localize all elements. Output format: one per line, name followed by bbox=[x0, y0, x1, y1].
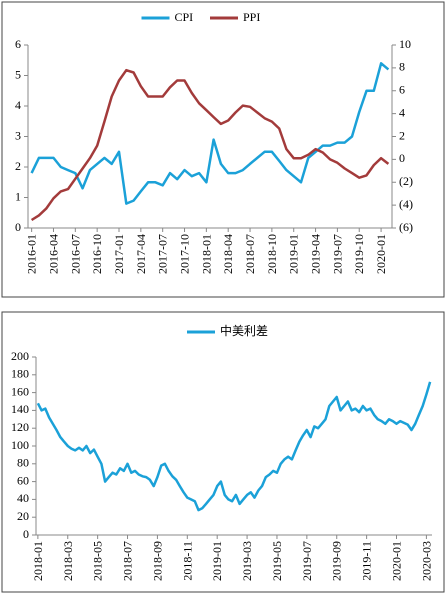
y-tick-label: 2 bbox=[15, 159, 21, 173]
y2-tick-label: 0 bbox=[399, 151, 405, 165]
x-tick-label: 2017-01 bbox=[112, 234, 126, 274]
x-tick-label: 2019-03 bbox=[240, 541, 254, 581]
legend-label: 中美利差 bbox=[220, 323, 268, 338]
y-tick-label: 0 bbox=[23, 527, 29, 541]
x-tick-label: 2019-01 bbox=[210, 541, 224, 581]
x-tick-label: 2019-07 bbox=[300, 541, 314, 581]
x-tick-label: 2016-10 bbox=[90, 234, 104, 274]
y-tick-label: 40 bbox=[17, 491, 29, 505]
panel-frame bbox=[1, 1, 445, 298]
x-tick-label: 2018-03 bbox=[61, 541, 75, 581]
y2-tick-label: (2) bbox=[399, 174, 413, 188]
x-tick-label: 2018-07 bbox=[243, 234, 257, 274]
y2-tick-label: 6 bbox=[399, 83, 405, 97]
y2-tick-label: (6) bbox=[399, 220, 413, 234]
y-tick-label: 80 bbox=[17, 456, 29, 470]
y-tick-label: 160 bbox=[11, 384, 29, 398]
panel-frame bbox=[1, 311, 445, 593]
x-tick-label: 2019-04 bbox=[309, 234, 323, 274]
series-line bbox=[30, 62, 390, 205]
x-tick-label: 2019-07 bbox=[330, 234, 344, 274]
x-tick-label: 2018-05 bbox=[91, 541, 105, 581]
x-tick-label: 2017-04 bbox=[134, 234, 148, 274]
x-tick-label: 2016-01 bbox=[25, 234, 39, 274]
y-tick-label: 120 bbox=[11, 420, 29, 434]
y-tick-label: 200 bbox=[11, 349, 29, 363]
y-tick-label: 100 bbox=[11, 438, 29, 452]
x-tick-label: 2018-09 bbox=[150, 541, 164, 581]
x-tick-label: 2019-10 bbox=[352, 234, 366, 274]
x-tick-label: 2020-01 bbox=[390, 541, 404, 581]
x-tick-label: 2018-01 bbox=[199, 234, 213, 274]
x-tick-label: 2020-01 bbox=[374, 234, 388, 274]
x-tick-label: 2017-07 bbox=[156, 234, 170, 274]
x-tick-label: 2018-11 bbox=[180, 541, 194, 581]
y2-tick-label: 2 bbox=[399, 128, 405, 142]
x-tick-label: 2019-01 bbox=[287, 234, 301, 274]
legend-label: PPI bbox=[243, 10, 260, 24]
x-tick-label: 2018-07 bbox=[121, 541, 135, 581]
y-tick-label: 1 bbox=[15, 189, 21, 203]
y-tick-label: 60 bbox=[17, 473, 29, 487]
x-tick-label: 2018-10 bbox=[265, 234, 279, 274]
y-tick-label: 6 bbox=[15, 37, 21, 51]
y-tick-label: 140 bbox=[11, 402, 29, 416]
x-tick-label: 2019-05 bbox=[270, 541, 284, 581]
y-tick-label: 180 bbox=[11, 367, 29, 381]
y2-tick-label: (4) bbox=[399, 197, 413, 211]
y2-tick-label: 8 bbox=[399, 60, 405, 74]
y-tick-label: 4 bbox=[15, 98, 21, 112]
x-tick-label: 2019-09 bbox=[330, 541, 344, 581]
x-tick-label: 2017-10 bbox=[178, 234, 192, 274]
y2-tick-label: 4 bbox=[399, 105, 405, 119]
y-tick-label: 3 bbox=[15, 128, 21, 142]
x-tick-label: 2020-03 bbox=[419, 541, 433, 581]
y-tick-label: 20 bbox=[17, 509, 29, 523]
series-line bbox=[36, 381, 432, 512]
y2-tick-label: 10 bbox=[399, 37, 411, 51]
series-line bbox=[30, 68, 390, 222]
x-tick-label: 2018-04 bbox=[221, 234, 235, 274]
y-tick-label: 5 bbox=[15, 67, 21, 81]
x-tick-label: 2016-04 bbox=[46, 234, 60, 274]
legend-label: CPI bbox=[175, 10, 194, 24]
y-tick-label: 0 bbox=[15, 220, 21, 234]
x-tick-label: 2019-11 bbox=[360, 541, 374, 581]
x-tick-label: 2016-07 bbox=[68, 234, 82, 274]
x-tick-label: 2018-01 bbox=[31, 541, 45, 581]
